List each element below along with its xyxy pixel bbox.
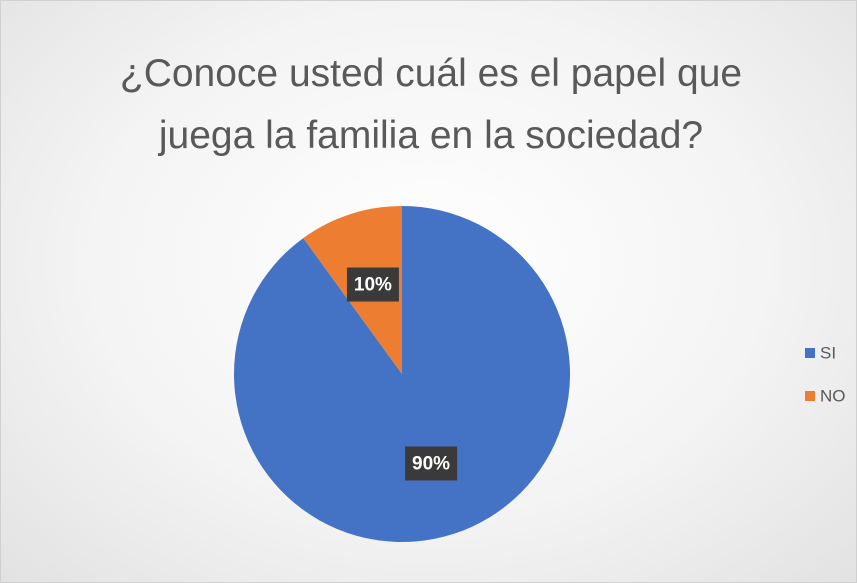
data-label-box xyxy=(405,446,458,481)
data-label-box xyxy=(346,267,399,302)
legend-swatch xyxy=(805,391,815,401)
data-label-text: 10% xyxy=(354,275,392,296)
chart-title: ¿Conoce usted cuál es el papel que juega… xyxy=(119,52,743,157)
legend-label: NO xyxy=(820,386,846,405)
legend-swatch xyxy=(805,348,815,358)
data-label: 10% xyxy=(346,267,399,302)
pie-slice xyxy=(233,206,570,542)
data-label: 90% xyxy=(405,446,458,481)
data-label-text: 90% xyxy=(412,453,450,474)
legend-label: SI xyxy=(820,343,836,362)
